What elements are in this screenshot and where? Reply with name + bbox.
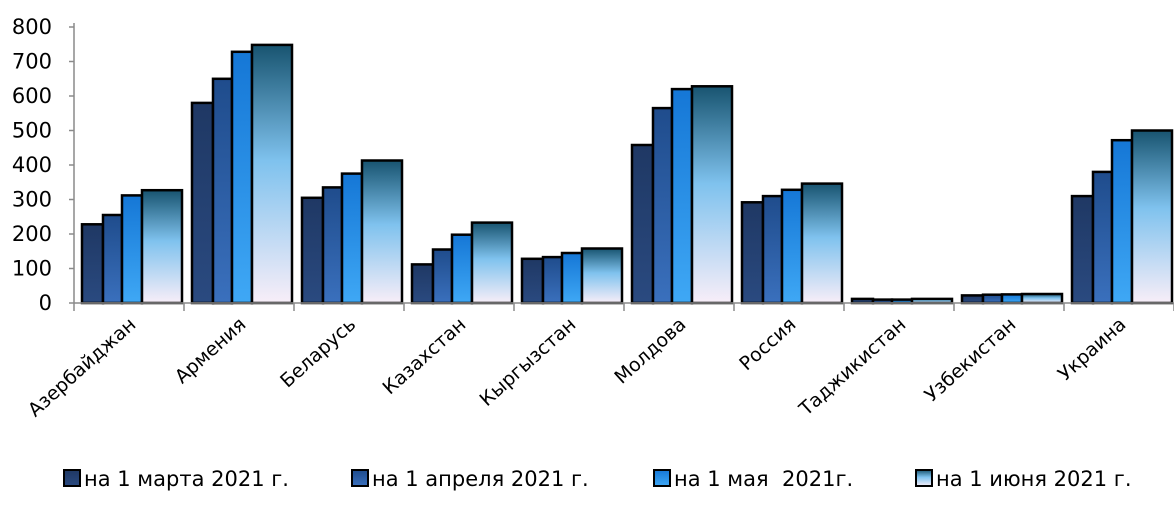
bar: [140, 188, 184, 305]
bar-group: [520, 247, 624, 305]
bar: [211, 77, 234, 305]
bar: [1091, 170, 1114, 305]
bar: [470, 221, 514, 305]
legend-item: на 1 июня 2021 г.: [915, 467, 1132, 491]
y-tick-label: 500: [12, 119, 52, 143]
legend-label: на 1 апреля 2021 г.: [372, 467, 589, 491]
bar-group: [1070, 129, 1174, 305]
bar: [651, 106, 674, 305]
bar-group: [740, 182, 844, 305]
bar: [431, 248, 454, 305]
y-tick-label: 0: [39, 291, 52, 315]
bar: [560, 251, 584, 305]
bar: [800, 182, 844, 305]
legend-label: на 1 марта 2021 г.: [84, 467, 289, 491]
bars: [80, 43, 1174, 305]
y-tick-label: 100: [12, 257, 52, 281]
bar: [740, 201, 765, 305]
x-tick-label: Украина: [1054, 313, 1131, 385]
legend-swatch: [915, 469, 933, 487]
bar: [580, 247, 624, 305]
bar: [690, 85, 734, 305]
bar: [520, 257, 545, 305]
bar-group: [960, 292, 1064, 305]
bar: [360, 159, 404, 305]
bar: [780, 188, 804, 305]
bar: [340, 172, 364, 305]
legend-swatch: [653, 469, 671, 487]
bar: [321, 186, 344, 305]
bar: [230, 50, 254, 305]
bar: [761, 194, 784, 305]
bar-group: [410, 221, 514, 305]
bar: [981, 293, 1004, 305]
y-tick-label: 800: [12, 15, 52, 39]
bar: [80, 223, 105, 305]
x-tick-label: Таджикистан: [794, 313, 910, 421]
y-tick-label: 400: [12, 153, 52, 177]
y-tick-label: 600: [12, 84, 52, 108]
legend-item: на 1 марта 2021 г.: [63, 467, 289, 491]
x-axis: Азербайджан Армения Беларусь Казахстан Кыргы…: [24, 302, 1174, 421]
x-tick-label: Молдова: [610, 313, 690, 388]
x-tick-label: Азербайджан: [24, 313, 140, 421]
bar: [120, 194, 144, 305]
bar: [1020, 292, 1064, 305]
x-tick-label: Беларусь: [276, 313, 360, 392]
bar: [190, 101, 215, 305]
legend-label: на 1 июня 2021 г.: [936, 467, 1132, 491]
legend-swatch: [351, 469, 369, 487]
y-axis: 0 100 200 300 400 500 600 700 800: [12, 15, 75, 315]
y-tick-label: 200: [12, 222, 52, 246]
bar-group: [300, 159, 404, 305]
bar: [670, 87, 694, 305]
bar: [450, 233, 474, 305]
bar: [541, 255, 564, 305]
bar: [1000, 293, 1024, 305]
bar-group: [630, 85, 734, 305]
bar-group: [190, 43, 294, 305]
bar: [101, 213, 124, 305]
legend-item: на 1 апреля 2021 г.: [351, 467, 589, 491]
y-tick-label: 700: [12, 50, 52, 74]
legend: на 1 марта 2021 г. на 1 апреля 2021 г. на …: [63, 467, 1132, 491]
x-tick-label: Казахстан: [379, 313, 471, 399]
x-tick-label: Россия: [735, 313, 800, 375]
bar: [1110, 138, 1134, 305]
bar: [250, 43, 294, 305]
x-tick-label: Кыргызстан: [476, 313, 581, 410]
bar: [410, 263, 435, 305]
y-tick-label: 300: [12, 188, 52, 212]
legend-label: на 1 мая 2021г.: [674, 467, 853, 491]
legend-item: на 1 мая 2021г.: [653, 467, 853, 491]
bar: [1070, 194, 1095, 305]
bar: [1130, 129, 1174, 305]
legend-swatch: [63, 469, 81, 487]
bar-group: [80, 188, 184, 305]
bar: [300, 196, 325, 305]
x-tick-label: Узбекистан: [921, 313, 1021, 406]
bar: [960, 294, 985, 305]
bar: [630, 143, 655, 305]
x-tick-label: Армения: [171, 313, 251, 388]
